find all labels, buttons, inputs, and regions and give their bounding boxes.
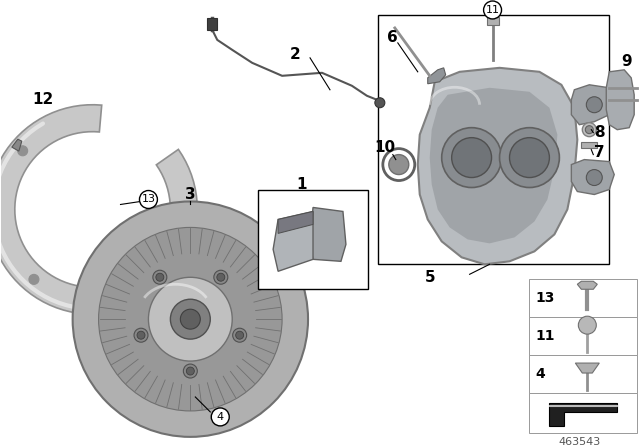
Circle shape [509,138,549,177]
Text: 13: 13 [141,194,156,204]
Polygon shape [575,363,599,373]
Bar [378,15,609,264]
Circle shape [148,277,232,361]
Polygon shape [572,159,614,194]
Polygon shape [581,142,597,148]
Circle shape [484,1,502,19]
Polygon shape [418,68,577,264]
Bar [258,190,368,289]
Text: 11: 11 [486,5,500,15]
Polygon shape [0,105,197,314]
Polygon shape [310,207,346,261]
Polygon shape [577,281,597,289]
Text: 10: 10 [374,140,396,155]
Circle shape [579,316,596,334]
Text: 5: 5 [424,270,435,285]
Polygon shape [606,70,634,129]
Bar [529,279,637,317]
Polygon shape [12,139,22,151]
Circle shape [233,328,246,342]
Circle shape [170,299,211,339]
Circle shape [452,138,492,177]
Text: 4: 4 [217,412,224,422]
Text: 12: 12 [32,92,53,107]
Polygon shape [549,403,617,426]
Circle shape [180,309,200,329]
Text: 1: 1 [297,177,307,192]
Bar [486,17,499,25]
Bar [529,355,637,393]
Circle shape [186,367,195,375]
Circle shape [389,155,409,175]
Circle shape [137,331,145,339]
Circle shape [183,364,197,378]
Text: 13: 13 [536,291,555,305]
Circle shape [375,98,385,108]
Circle shape [72,202,308,437]
Circle shape [153,270,167,284]
Circle shape [217,273,225,281]
Polygon shape [273,211,313,271]
Text: 6: 6 [387,30,398,45]
Text: 463543: 463543 [558,437,600,447]
Polygon shape [429,88,557,243]
Circle shape [140,190,157,208]
Circle shape [586,97,602,113]
Bar [529,317,637,355]
Circle shape [586,169,602,185]
Polygon shape [428,68,445,84]
Text: 7: 7 [594,145,605,160]
Circle shape [18,146,28,156]
Circle shape [29,274,39,284]
Text: 2: 2 [290,47,300,62]
Bar [207,18,217,30]
Circle shape [582,123,596,137]
Circle shape [99,228,282,411]
Bar [529,393,637,433]
Circle shape [500,128,559,188]
Polygon shape [572,85,614,125]
Text: 9: 9 [621,54,632,69]
Text: 8: 8 [594,125,605,140]
Circle shape [166,250,177,260]
Text: 3: 3 [185,187,196,202]
Text: 11: 11 [536,329,555,343]
Circle shape [211,408,229,426]
Circle shape [214,270,228,284]
Circle shape [134,328,148,342]
Circle shape [442,128,502,188]
Circle shape [156,273,164,281]
Polygon shape [278,211,313,233]
Text: 4: 4 [536,367,545,381]
Circle shape [236,331,244,339]
Circle shape [586,126,593,134]
